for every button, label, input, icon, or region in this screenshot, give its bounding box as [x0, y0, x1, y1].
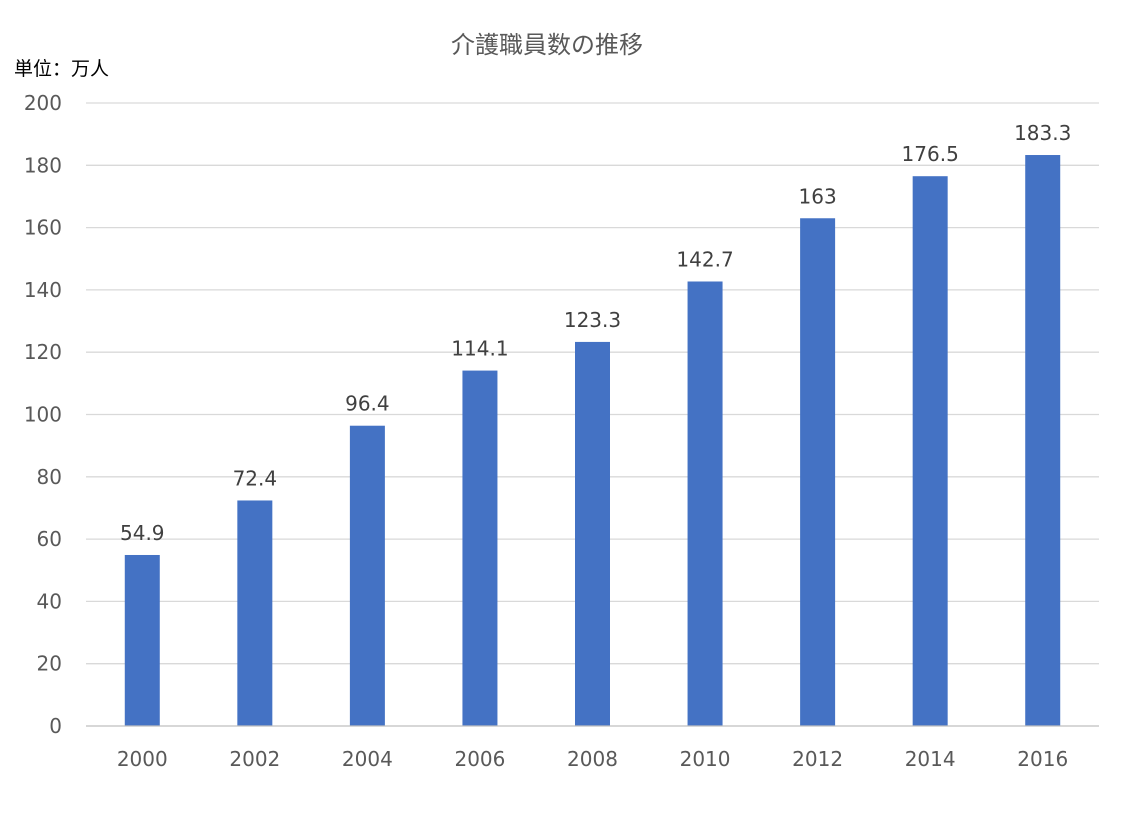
y-tick-label-120: 120 [24, 340, 62, 364]
data-label-2014: 176.5 [902, 142, 959, 166]
y-tick-label-60: 60 [37, 527, 62, 551]
y-tick-label-180: 180 [24, 153, 62, 177]
data-label-2004: 96.4 [345, 392, 390, 416]
y-tick-label-20: 20 [37, 652, 62, 676]
x-tick-label-2006: 2006 [454, 747, 505, 771]
x-tick-label-2002: 2002 [229, 747, 280, 771]
bars [124, 155, 1061, 726]
y-tick-label-140: 140 [24, 278, 62, 302]
x-axis-ticks: 2000 2002 2004 2006 2008 2010 2012 2014 2016 [117, 747, 1068, 771]
data-label-2016: 183.3 [1014, 121, 1071, 145]
y-tick-label-80: 80 [37, 465, 62, 489]
data-labels: 54.9 72.4 96.4 114.1 123.3 142.7 163 176.5 183.3 [120, 121, 1071, 545]
data-label-2000: 54.9 [120, 521, 165, 545]
bar-2016 [1025, 155, 1061, 726]
x-tick-label-2010: 2010 [680, 747, 731, 771]
y-tick-label-160: 160 [24, 216, 62, 240]
data-label-2002: 72.4 [233, 466, 278, 490]
bar-2000 [124, 554, 160, 726]
bar-2014 [912, 176, 948, 726]
data-label-2008: 123.3 [564, 308, 621, 332]
y-tick-label-0: 0 [49, 714, 62, 738]
data-label-2010: 142.7 [676, 247, 733, 271]
x-tick-label-2016: 2016 [1017, 747, 1068, 771]
chart-title: 介護職員数の推移 [451, 31, 643, 59]
bar-2012 [800, 218, 836, 726]
bar-2004 [349, 425, 385, 726]
bar-2006 [462, 370, 498, 726]
y-tick-label-200: 200 [24, 91, 62, 115]
x-tick-label-2000: 2000 [117, 747, 168, 771]
y-tick-label-100: 100 [24, 403, 62, 427]
x-tick-label-2012: 2012 [792, 747, 843, 771]
bar-2010 [687, 281, 723, 726]
data-label-2012: 163 [799, 184, 837, 208]
x-tick-label-2014: 2014 [905, 747, 956, 771]
x-tick-label-2008: 2008 [567, 747, 618, 771]
bar-2008 [575, 341, 610, 726]
bar-2002 [237, 500, 273, 726]
y-axis-ticks: 0 20 40 60 80 100 120 140 160 180 200 [24, 91, 62, 738]
y-tick-label-40: 40 [37, 589, 62, 613]
unit-label: 単位：万人 [14, 58, 109, 80]
data-label-2006: 114.1 [451, 337, 508, 361]
x-tick-label-2004: 2004 [342, 747, 393, 771]
